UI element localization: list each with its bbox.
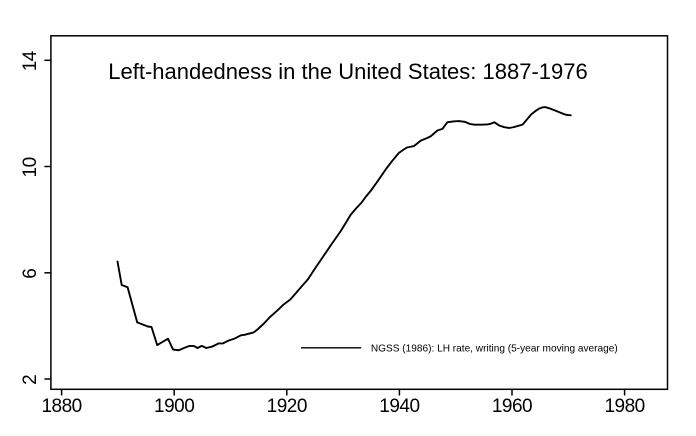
svg-text:1920: 1920 — [267, 396, 307, 417]
svg-text:1960: 1960 — [492, 396, 532, 417]
svg-text:6: 6 — [20, 269, 41, 279]
svg-text:14: 14 — [20, 50, 41, 71]
svg-text:1940: 1940 — [379, 396, 419, 417]
svg-text:10: 10 — [20, 157, 41, 177]
svg-text:NGSS (1986): LH rate, writing: NGSS (1986): LH rate, writing (5-year mo… — [371, 344, 618, 355]
svg-text:1900: 1900 — [154, 396, 194, 417]
svg-text:Left-handedness in the United: Left-handedness in the United States: 18… — [108, 59, 587, 84]
svg-text:2: 2 — [20, 375, 41, 385]
svg-text:1880: 1880 — [41, 396, 81, 417]
svg-text:1980: 1980 — [604, 396, 644, 417]
